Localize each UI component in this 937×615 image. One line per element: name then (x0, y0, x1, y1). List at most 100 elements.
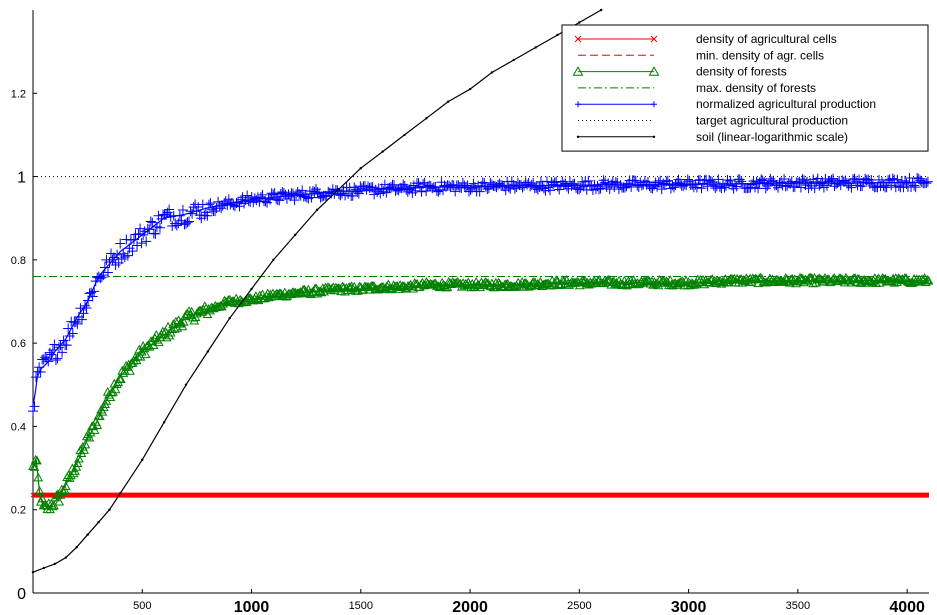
data-point (213, 196, 224, 207)
data-point (362, 492, 368, 498)
data-point (196, 492, 202, 498)
data-point (551, 275, 562, 284)
data-point (887, 492, 893, 498)
data-point (272, 258, 275, 262)
data-point (95, 411, 105, 420)
data-point (371, 492, 377, 498)
data-point (736, 176, 747, 187)
data-point (284, 492, 289, 498)
legend-marker (576, 135, 580, 138)
data-point (140, 349, 151, 359)
data-point (312, 187, 323, 198)
data-point (85, 427, 96, 437)
data-point (135, 492, 141, 498)
data-point (206, 302, 217, 312)
data-point (222, 492, 228, 498)
data-point (161, 209, 172, 220)
data-point (555, 492, 560, 498)
data-point (87, 421, 97, 431)
data-point (86, 533, 89, 536)
data-point (31, 570, 35, 574)
data-point (184, 216, 195, 227)
data-point (482, 184, 493, 195)
data-point (590, 492, 595, 498)
data-point (826, 174, 837, 185)
x-tick-label: 2500 (567, 600, 591, 612)
data-point (764, 492, 770, 498)
data-point (797, 174, 808, 185)
data-point (484, 280, 495, 290)
data-point (569, 178, 580, 189)
data-point (153, 492, 158, 498)
data-point (43, 498, 54, 507)
data-point (528, 492, 534, 498)
data-point (300, 286, 311, 296)
data-point (89, 286, 100, 297)
data-point (105, 392, 116, 402)
data-point (772, 182, 783, 193)
data-point (532, 184, 543, 195)
data-point (141, 236, 152, 247)
data-point (53, 562, 57, 566)
data-point (354, 281, 365, 291)
data-point (795, 182, 806, 193)
series-normalized-agricultural-production (28, 172, 933, 417)
data-point (306, 192, 317, 203)
data-point (80, 439, 91, 449)
data-point (661, 276, 672, 286)
data-point (380, 492, 386, 498)
data-point (30, 492, 36, 498)
data-point (54, 342, 65, 353)
data-point (161, 332, 172, 342)
data-point (782, 492, 788, 498)
data-point (136, 238, 147, 249)
data-point (83, 492, 88, 498)
data-point (595, 183, 606, 194)
data-point (54, 496, 65, 506)
data-point (374, 283, 385, 293)
data-point (29, 461, 40, 471)
data-point (144, 341, 155, 351)
data-point (729, 492, 735, 498)
data-point (30, 454, 41, 464)
data-point (29, 401, 40, 412)
data-point (102, 267, 113, 278)
data-point (813, 273, 824, 283)
data-point (108, 387, 118, 396)
data-point (846, 182, 857, 193)
data-point (797, 273, 808, 283)
data-point (28, 406, 38, 417)
data-point (202, 210, 213, 221)
data-point (275, 492, 281, 498)
data-point (303, 284, 314, 294)
data-point (336, 492, 342, 498)
data-point (780, 273, 791, 282)
data-point (474, 186, 485, 197)
data-point (60, 481, 71, 490)
x-tick-label: 2000 (452, 599, 488, 615)
y-tick-label: 0.4 (11, 421, 26, 433)
data-point (538, 183, 549, 194)
data-point (398, 179, 409, 190)
data-point (169, 324, 180, 333)
data-point (854, 174, 865, 185)
data-point (32, 455, 42, 465)
data-point (297, 185, 308, 196)
data-point (468, 87, 472, 91)
data-point (581, 492, 587, 498)
data-point (75, 545, 78, 549)
data-point (520, 492, 525, 498)
data-point (424, 492, 429, 498)
data-point (148, 228, 159, 239)
data-point (375, 283, 386, 292)
data-point (586, 278, 597, 288)
data-point (511, 492, 517, 498)
legend-marker (575, 101, 581, 108)
data-point (808, 492, 814, 498)
data-point (480, 277, 491, 286)
data-point (170, 492, 176, 498)
data-point (703, 277, 714, 286)
data-point (96, 272, 107, 283)
legend-label: min. density of agr. cells (696, 48, 824, 62)
